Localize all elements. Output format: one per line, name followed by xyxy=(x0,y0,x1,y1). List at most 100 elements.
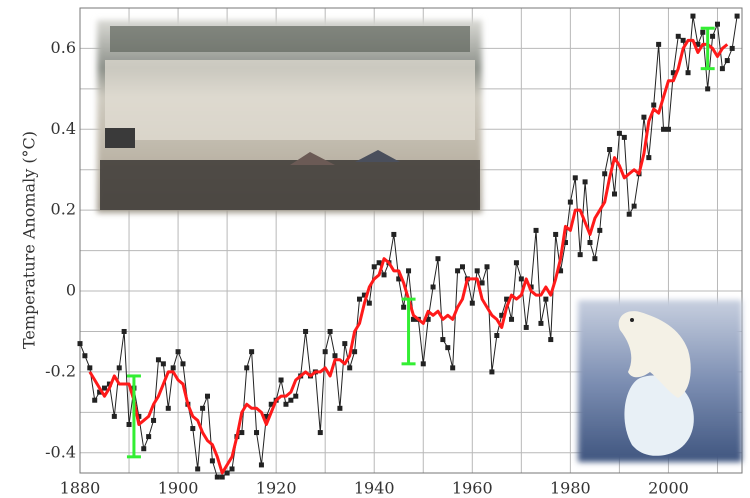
marker xyxy=(303,329,308,334)
marker xyxy=(460,264,465,269)
marker xyxy=(480,280,485,285)
marker xyxy=(607,147,612,152)
marker xyxy=(450,365,455,370)
marker xyxy=(725,58,730,63)
x-tick-label: 2000 xyxy=(648,479,689,498)
y-tick-label: 0.2 xyxy=(51,200,76,219)
marker xyxy=(514,260,519,265)
marker xyxy=(735,14,740,19)
marker xyxy=(485,264,490,269)
marker xyxy=(519,276,524,281)
marker xyxy=(700,30,705,35)
marker xyxy=(587,240,592,245)
marker xyxy=(357,297,362,302)
marker xyxy=(249,349,254,354)
marker xyxy=(239,430,244,435)
marker xyxy=(524,325,529,330)
marker xyxy=(342,341,347,346)
marker xyxy=(347,365,352,370)
marker xyxy=(102,386,107,391)
marker xyxy=(445,345,450,350)
marker xyxy=(686,70,691,75)
marker xyxy=(367,301,372,306)
y-tick-label: 0 xyxy=(66,281,76,300)
x-tick-label: 1940 xyxy=(354,479,395,498)
marker xyxy=(661,127,666,132)
marker xyxy=(190,426,195,431)
marker xyxy=(195,466,200,471)
marker xyxy=(597,228,602,233)
marker xyxy=(641,115,646,120)
marker xyxy=(146,434,151,439)
marker xyxy=(710,34,715,39)
marker xyxy=(210,458,215,463)
marker xyxy=(627,212,632,217)
photo-houses xyxy=(100,160,480,210)
marker xyxy=(543,297,548,302)
marker xyxy=(578,252,583,257)
y-tick-label: -0.4 xyxy=(45,442,76,461)
photo-trees xyxy=(110,26,470,52)
marker xyxy=(92,398,97,403)
marker xyxy=(656,42,661,47)
marker xyxy=(646,155,651,160)
marker xyxy=(288,398,293,403)
marker xyxy=(592,256,597,261)
marker xyxy=(382,272,387,277)
marker xyxy=(730,46,735,51)
marker xyxy=(406,268,411,273)
marker xyxy=(690,14,695,19)
marker xyxy=(622,135,627,140)
marker xyxy=(220,475,225,480)
marker xyxy=(440,337,445,342)
marker xyxy=(78,341,83,346)
marker xyxy=(215,475,220,480)
marker xyxy=(156,357,161,362)
marker xyxy=(87,365,92,370)
marker xyxy=(548,337,553,342)
photo-bear-eye xyxy=(630,318,634,322)
x-tick-label: 1980 xyxy=(550,479,591,498)
marker xyxy=(141,446,146,451)
marker xyxy=(602,171,607,176)
marker xyxy=(180,361,185,366)
marker xyxy=(651,103,656,108)
photo-house xyxy=(105,128,135,148)
marker xyxy=(176,349,181,354)
page: {"chart_data": { "type": "line", "y_labe… xyxy=(0,0,750,498)
marker xyxy=(225,471,230,476)
marker xyxy=(82,353,87,358)
marker xyxy=(583,179,588,184)
marker xyxy=(391,232,396,237)
marker xyxy=(244,365,249,370)
flood-photo xyxy=(97,20,482,213)
marker xyxy=(127,422,132,427)
marker xyxy=(171,365,176,370)
marker xyxy=(435,256,440,261)
marker xyxy=(337,406,342,411)
marker xyxy=(470,301,475,306)
marker xyxy=(112,414,117,419)
marker xyxy=(283,402,288,407)
marker xyxy=(117,365,122,370)
marker xyxy=(538,321,543,326)
marker xyxy=(166,406,171,411)
marker xyxy=(617,131,622,136)
marker xyxy=(632,204,637,209)
marker xyxy=(328,329,333,334)
marker xyxy=(715,22,720,27)
marker xyxy=(509,317,514,322)
marker xyxy=(421,361,426,366)
x-tick-label: 1960 xyxy=(452,479,493,498)
y-axis-label: Temperature Anomaly (°C) xyxy=(20,131,39,349)
marker xyxy=(475,268,480,273)
y-tick-label: -0.2 xyxy=(45,361,76,380)
marker xyxy=(323,349,328,354)
marker xyxy=(720,66,725,71)
marker xyxy=(431,285,436,290)
marker xyxy=(254,430,259,435)
marker xyxy=(372,264,377,269)
marker xyxy=(318,430,323,435)
marker xyxy=(666,127,671,132)
marker xyxy=(151,418,156,423)
